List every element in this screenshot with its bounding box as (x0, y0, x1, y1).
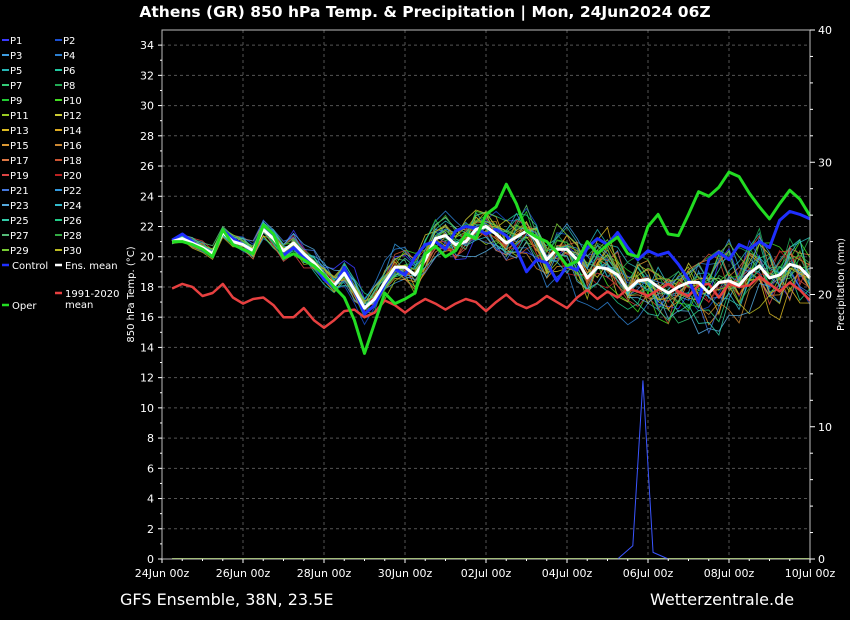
legend-label-ens-mean: Ens. mean (65, 261, 118, 272)
precip-spike (617, 380, 669, 560)
y-tick-label: 16 (140, 311, 154, 324)
ensemble-line (172, 219, 811, 335)
chart-title: Athens (GR) 850 hPa Temp. & Precipitatio… (139, 3, 711, 21)
legend-label-p8: P8 (63, 81, 75, 92)
ensemble-line (171, 226, 811, 335)
legend-label-p13: P13 (10, 126, 29, 137)
grid (162, 30, 810, 559)
y2-tick-label: 10 (818, 421, 832, 434)
y-tick-label: 8 (147, 432, 154, 445)
series-oper (172, 170, 812, 355)
y-tick-label: 18 (140, 281, 154, 294)
y-tick-label: 20 (140, 251, 154, 264)
legend-label-p29: P29 (10, 246, 29, 257)
x-tick-label: 10Jul 00z (785, 567, 836, 580)
y-tick-label: 24 (140, 190, 154, 203)
footer-model-info: GFS Ensemble, 38N, 23.5E (120, 590, 334, 609)
legend-label-p7: P7 (10, 81, 22, 92)
y-axis-title: 850 hPa Temp. (°C) (126, 246, 137, 342)
legend-label-p1: P1 (10, 36, 22, 47)
legend-label-p21: P21 (10, 186, 29, 197)
y2-tick-label: 20 (818, 289, 832, 302)
ensemble-members (171, 204, 811, 560)
legend-label-control: Control (12, 261, 48, 272)
legend-label-p2: P2 (63, 36, 75, 47)
legend-label-p11: P11 (10, 111, 29, 122)
x-tick-label: 28Jun 00z (297, 567, 352, 580)
legend-label-p28: P28 (63, 231, 82, 242)
main-series (171, 170, 812, 355)
y-tick-label: 0 (147, 553, 154, 566)
legend-label-oper: Oper (12, 301, 37, 312)
legend-label-p16: P16 (63, 141, 82, 152)
ensemble-line (171, 211, 811, 322)
footer-site-name: Wetterzentrale.de (650, 590, 795, 609)
y2-tick-label: 0 (818, 553, 825, 566)
legend-label-p26: P26 (63, 216, 82, 227)
x-tick-label: 30Jun 00z (378, 567, 433, 580)
y2-tick-label: 30 (818, 156, 832, 169)
legend-label-p23: P23 (10, 201, 29, 212)
y-tick-label: 12 (140, 372, 154, 385)
y2-tick-label: 40 (818, 24, 832, 37)
legend-label-p15: P15 (10, 141, 29, 152)
legend-label-climate-mean: 1991-2020 mean (65, 289, 120, 311)
legend-label-p27: P27 (10, 231, 29, 242)
legend: P1 P2 P3 P4 P5 P6 P7 P8 P9 P10 P11 P12 P13 P14 P15 P16 P… (2, 36, 120, 312)
y-tick-label: 32 (140, 69, 154, 82)
legend-label-p25: P25 (10, 216, 29, 227)
y-tick-label: 30 (140, 100, 154, 113)
legend-label-p20: P20 (63, 171, 82, 182)
legend-label-p14: P14 (63, 126, 82, 137)
legend-label-p18: P18 (63, 156, 82, 167)
legend-label-p9: P9 (10, 96, 22, 107)
y-tick-label: 6 (147, 462, 154, 475)
y-tick-label: 26 (140, 160, 154, 173)
x-tick-label: 02Jul 00z (461, 567, 512, 580)
y-tick-label: 10 (140, 402, 154, 415)
legend-label-p12: P12 (63, 111, 82, 122)
legend-label-p5: P5 (10, 66, 22, 77)
x-tick-label: 24Jun 00z (135, 567, 190, 580)
x-tick-label: 06Jul 00z (623, 567, 674, 580)
legend-label-p22: P22 (63, 186, 82, 197)
axes: 0246810121416182022242628303234010203040… (126, 24, 847, 580)
y-tick-label: 28 (140, 130, 154, 143)
legend-label-p10: P10 (63, 96, 82, 107)
legend-label-p6: P6 (63, 66, 75, 77)
chart: 0246810121416182022242628303234010203040… (2, 24, 847, 580)
legend-label-p3: P3 (10, 51, 22, 62)
x-tick-label: 08Jul 00z (704, 567, 755, 580)
y-tick-label: 34 (140, 39, 154, 52)
legend-label-p24: P24 (63, 201, 82, 212)
legend-label-p4: P4 (63, 51, 75, 62)
y2-axis-title: Precipitation (mm) (836, 238, 847, 331)
x-tick-label: 26Jun 00z (216, 567, 271, 580)
legend-label-p17: P17 (10, 156, 29, 167)
y-tick-label: 2 (147, 523, 154, 536)
legend-label-p19: P19 (10, 171, 29, 182)
x-tick-label: 04Jul 00z (542, 567, 593, 580)
legend-label-p30: P30 (63, 246, 82, 257)
y-tick-label: 4 (147, 493, 154, 506)
y-tick-label: 14 (140, 341, 154, 354)
y-tick-label: 22 (140, 220, 154, 233)
